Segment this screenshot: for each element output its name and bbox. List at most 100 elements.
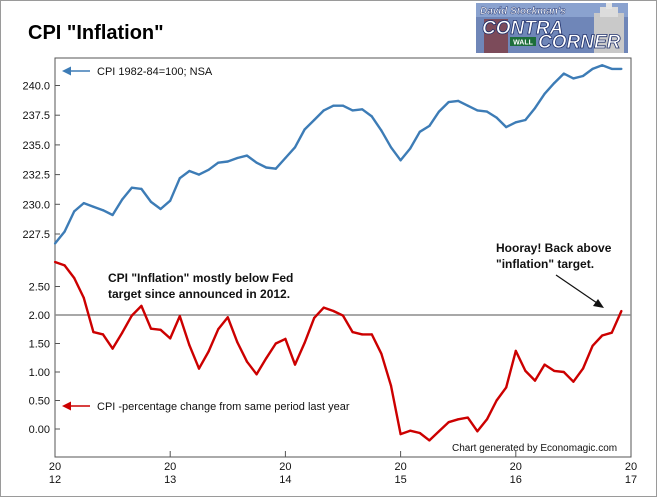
cpi-level-point bbox=[73, 210, 76, 213]
plot-frame bbox=[54, 57, 632, 458]
cpi-level-point bbox=[303, 128, 306, 131]
cpi-level-point bbox=[351, 109, 354, 112]
cpi-yoy-point bbox=[121, 331, 124, 334]
cpi-level-point bbox=[149, 200, 153, 203]
cpi-yoy-point bbox=[245, 360, 249, 363]
cpi-yoy-point bbox=[457, 418, 460, 421]
cpi-yoy-tick-label: 1.50 bbox=[29, 339, 50, 351]
cpi-yoy-point bbox=[207, 350, 210, 353]
cpi-yoy-point bbox=[341, 314, 345, 317]
legend-arrowhead-red bbox=[62, 401, 71, 411]
cpi-yoy-point bbox=[361, 333, 364, 336]
axis-ticks bbox=[55, 85, 60, 430]
cpi-yoy-point bbox=[447, 421, 450, 424]
cpi-level-point bbox=[437, 110, 441, 113]
cpi-yoy-point bbox=[351, 331, 354, 334]
cpi-yoy-point bbox=[265, 357, 268, 360]
cpi-yoy-point bbox=[332, 309, 335, 313]
below-target-annotation-line1: CPI "Inflation" mostly below Fed bbox=[108, 271, 293, 285]
cpi-yoy-point bbox=[82, 296, 85, 299]
cpi-yoy-point bbox=[562, 370, 565, 374]
cpi-level-tick-label: 227.5 bbox=[22, 229, 50, 241]
cpi-yoy-point bbox=[495, 399, 498, 402]
cpi-yoy-point bbox=[533, 379, 537, 382]
cpi-level-point bbox=[236, 156, 239, 160]
cpi-yoy-point bbox=[274, 342, 277, 345]
cpi-yoy-tick-label: 2.50 bbox=[29, 282, 50, 294]
cpi-level-point bbox=[53, 242, 57, 245]
cpi-yoy-tick-label: 2.00 bbox=[29, 310, 50, 322]
cpi-level-point bbox=[121, 198, 124, 201]
cpi-level-point bbox=[197, 173, 201, 176]
cpi-level-point bbox=[92, 205, 95, 208]
cpi-yoy-point bbox=[92, 331, 95, 334]
cpi-yoy-point bbox=[466, 416, 469, 419]
cpi-level-point bbox=[101, 209, 105, 212]
cpi-level-point bbox=[380, 129, 383, 132]
legend-arrowhead-blue bbox=[62, 66, 71, 76]
cpi-level-point bbox=[140, 187, 143, 190]
cpi-level-point bbox=[265, 166, 268, 169]
cpi-level-point bbox=[533, 107, 537, 110]
contra-corner-logo: WALL David Stockman's CONTRA CORNER bbox=[476, 3, 628, 53]
chart-title: CPI "Inflation" bbox=[28, 22, 164, 44]
cpi-level-point bbox=[581, 74, 585, 78]
hooray-annotation-line2: "inflation" target. bbox=[496, 257, 594, 271]
cpi-yoy-point bbox=[620, 309, 623, 313]
cpi-level-point bbox=[370, 115, 373, 118]
cpi-yoy-point bbox=[572, 380, 575, 383]
hooray-arrow bbox=[555, 274, 598, 304]
cpi-yoy-point bbox=[178, 315, 181, 318]
x-tick-label-top: 20 bbox=[279, 461, 291, 473]
cpi-yoy-point bbox=[399, 433, 402, 436]
cpi-level-point bbox=[111, 213, 114, 217]
x-tick-label-top: 20 bbox=[49, 461, 61, 473]
cpi-yoy-tick-label: 1.00 bbox=[29, 367, 50, 379]
cpi-level-point bbox=[293, 146, 297, 149]
svg-text:CORNER: CORNER bbox=[538, 32, 621, 53]
cpi-level-point bbox=[543, 92, 546, 95]
cpi-level-point bbox=[620, 67, 623, 70]
below-target-annotation-line2: target since announced in 2012. bbox=[108, 287, 290, 301]
cpi-yoy-point bbox=[322, 306, 325, 309]
cpi-level-point bbox=[322, 109, 325, 112]
cpi-yoy-point bbox=[101, 333, 105, 336]
x-tick-label-bottom: 12 bbox=[49, 474, 61, 486]
cpi-yoy-point bbox=[553, 369, 556, 372]
svg-text:CONTRA: CONTRA bbox=[482, 18, 563, 39]
cpi-yoy-point bbox=[418, 431, 421, 435]
x-tick-label-bottom: 17 bbox=[625, 474, 637, 486]
cpi-yoy-point bbox=[524, 369, 527, 372]
cpi-level-point bbox=[495, 116, 498, 119]
x-tick-label-top: 20 bbox=[510, 461, 522, 473]
x-tick-label-top: 20 bbox=[394, 461, 406, 473]
cpi-yoy-series-line bbox=[54, 260, 623, 442]
cpi-level-legend-label: CPI 1982-84=100; NSA bbox=[97, 66, 213, 78]
cpi-level-point bbox=[274, 167, 277, 170]
cpi-level-point bbox=[610, 67, 613, 70]
cpi-level-tick-label: 237.5 bbox=[22, 110, 50, 122]
cpi-level-point bbox=[505, 126, 508, 129]
cpi-level-point bbox=[284, 156, 287, 160]
cpi-yoy-legend: CPI -percentage change from same period … bbox=[62, 401, 350, 413]
cpi-yoy-point bbox=[389, 384, 393, 387]
hooray-annotation-line1: Hooray! Back above bbox=[496, 241, 612, 255]
cpi-yoy-point bbox=[73, 276, 76, 280]
x-tick-label-bottom: 13 bbox=[164, 474, 176, 486]
cpi-level-point bbox=[553, 82, 556, 85]
cpi-level-point bbox=[601, 64, 604, 67]
cpi-level-point bbox=[361, 108, 364, 111]
cpi-yoy-point bbox=[514, 349, 517, 352]
cpi-level-point bbox=[447, 101, 450, 104]
cpi-level-point bbox=[409, 147, 412, 150]
cpi-level-point bbox=[226, 160, 229, 163]
x-tick-label-top: 20 bbox=[164, 461, 176, 473]
cpi-yoy-point bbox=[63, 264, 66, 267]
cpi-yoy-tick-label: 0.50 bbox=[29, 396, 50, 408]
cpi-yoy-point bbox=[111, 347, 114, 350]
x-tick-label-bottom: 14 bbox=[279, 474, 291, 486]
cpi-yoy-point bbox=[437, 430, 441, 433]
cpi-level-point bbox=[562, 72, 565, 75]
cpi-level-point bbox=[457, 99, 460, 102]
cpi-level-point bbox=[341, 104, 345, 107]
